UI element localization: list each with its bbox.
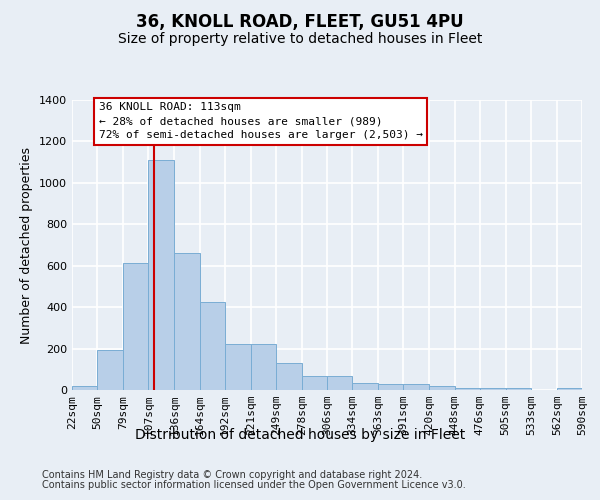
Y-axis label: Number of detached properties: Number of detached properties — [20, 146, 34, 344]
Text: Contains HM Land Registry data © Crown copyright and database right 2024.: Contains HM Land Registry data © Crown c… — [42, 470, 422, 480]
Bar — [302, 376, 327, 390]
Bar — [506, 388, 531, 390]
Text: Size of property relative to detached houses in Fleet: Size of property relative to detached ho… — [118, 32, 482, 46]
Bar — [479, 388, 506, 390]
Text: 36 KNOLL ROAD: 113sqm
← 28% of detached houses are smaller (989)
72% of semi-det: 36 KNOLL ROAD: 113sqm ← 28% of detached … — [99, 102, 423, 140]
Bar — [327, 376, 352, 390]
Bar — [148, 160, 175, 390]
Bar — [251, 344, 276, 390]
Bar — [403, 384, 430, 390]
Bar — [97, 350, 123, 390]
Bar — [455, 388, 479, 390]
Bar — [224, 344, 251, 390]
Text: Contains public sector information licensed under the Open Government Licence v3: Contains public sector information licen… — [42, 480, 466, 490]
Bar — [123, 262, 148, 390]
Text: Distribution of detached houses by size in Fleet: Distribution of detached houses by size … — [135, 428, 465, 442]
Bar — [72, 386, 97, 390]
Bar — [276, 363, 302, 390]
Bar — [352, 383, 378, 390]
Bar — [557, 388, 582, 390]
Bar — [199, 302, 224, 390]
Bar — [175, 254, 199, 390]
Bar — [430, 386, 455, 390]
Text: 36, KNOLL ROAD, FLEET, GU51 4PU: 36, KNOLL ROAD, FLEET, GU51 4PU — [136, 12, 464, 30]
Bar — [378, 384, 403, 390]
